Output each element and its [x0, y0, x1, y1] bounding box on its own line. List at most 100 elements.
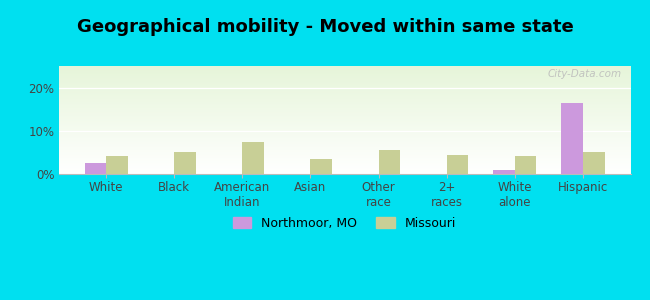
Bar [58, 75, 630, 76]
Bar [58, 150, 630, 151]
Bar [58, 76, 630, 77]
Bar [58, 100, 630, 101]
Bar [58, 144, 630, 145]
Bar [58, 110, 630, 111]
Bar [58, 89, 630, 90]
Bar [58, 139, 630, 140]
Bar [58, 167, 630, 168]
Bar [58, 118, 630, 119]
Bar [58, 108, 630, 109]
Bar [58, 105, 630, 106]
Bar [58, 66, 630, 67]
Legend: Northmoor, MO, Missouri: Northmoor, MO, Missouri [227, 212, 462, 235]
Bar [58, 83, 630, 84]
Bar [58, 146, 630, 147]
Bar [58, 67, 630, 68]
Bar [58, 95, 630, 96]
Bar [58, 147, 630, 148]
Bar [58, 70, 630, 71]
Bar [58, 122, 630, 123]
Bar [58, 138, 630, 139]
Bar [58, 104, 630, 105]
Bar [58, 134, 630, 135]
Bar [58, 157, 630, 158]
Bar [58, 130, 630, 131]
Bar [58, 141, 630, 142]
Bar [58, 125, 630, 126]
Bar [58, 79, 630, 80]
Bar [311, 159, 332, 174]
Bar [58, 72, 630, 73]
Bar [58, 120, 630, 121]
Bar [58, 78, 630, 79]
Bar [58, 158, 630, 159]
Bar [58, 131, 630, 132]
Bar [58, 123, 630, 124]
Bar [58, 159, 630, 160]
Bar [58, 74, 630, 75]
Bar [58, 101, 630, 102]
Bar [58, 114, 630, 115]
Bar [58, 142, 630, 143]
Text: Geographical mobility - Moved within same state: Geographical mobility - Moved within sam… [77, 18, 573, 36]
Bar [58, 69, 630, 70]
Bar [58, 113, 630, 114]
Bar [58, 102, 630, 103]
Bar [58, 96, 630, 97]
Bar [561, 103, 582, 174]
Bar [58, 115, 630, 116]
Bar [58, 149, 630, 150]
Bar [58, 90, 630, 91]
Bar [58, 109, 630, 110]
Bar [58, 172, 630, 173]
Bar [84, 163, 107, 174]
Bar [58, 82, 630, 83]
Bar [58, 168, 630, 169]
Bar [58, 71, 630, 72]
Bar [58, 84, 630, 85]
Bar [58, 163, 630, 164]
Bar [58, 99, 630, 100]
Bar [58, 161, 630, 162]
Bar [58, 97, 630, 98]
Bar [58, 143, 630, 144]
Bar [58, 119, 630, 120]
Bar [58, 81, 630, 82]
Bar [58, 107, 630, 108]
Bar [58, 173, 630, 174]
Bar [58, 136, 630, 137]
Bar [107, 156, 128, 174]
Bar [58, 133, 630, 134]
Bar [58, 111, 630, 112]
Bar [58, 171, 630, 172]
Bar [58, 153, 630, 154]
Bar [58, 80, 630, 81]
Bar [58, 94, 630, 95]
Bar [58, 124, 630, 125]
Bar [58, 135, 630, 136]
Bar [58, 129, 630, 130]
Bar [58, 152, 630, 153]
Bar [378, 150, 400, 174]
Bar [242, 142, 264, 174]
Bar [58, 88, 630, 89]
Bar [582, 152, 604, 174]
Bar [58, 145, 630, 146]
Bar [447, 154, 469, 174]
Bar [58, 116, 630, 117]
Bar [58, 164, 630, 165]
Bar [58, 165, 630, 166]
Bar [58, 121, 630, 122]
Bar [58, 112, 630, 113]
Bar [58, 162, 630, 163]
Bar [58, 98, 630, 99]
Bar [515, 156, 536, 174]
Bar [58, 148, 630, 149]
Text: City-Data.com: City-Data.com [548, 69, 622, 79]
Bar [58, 126, 630, 127]
Bar [58, 151, 630, 152]
Bar [174, 152, 196, 174]
Bar [58, 132, 630, 133]
Bar [58, 68, 630, 69]
Bar [58, 160, 630, 161]
